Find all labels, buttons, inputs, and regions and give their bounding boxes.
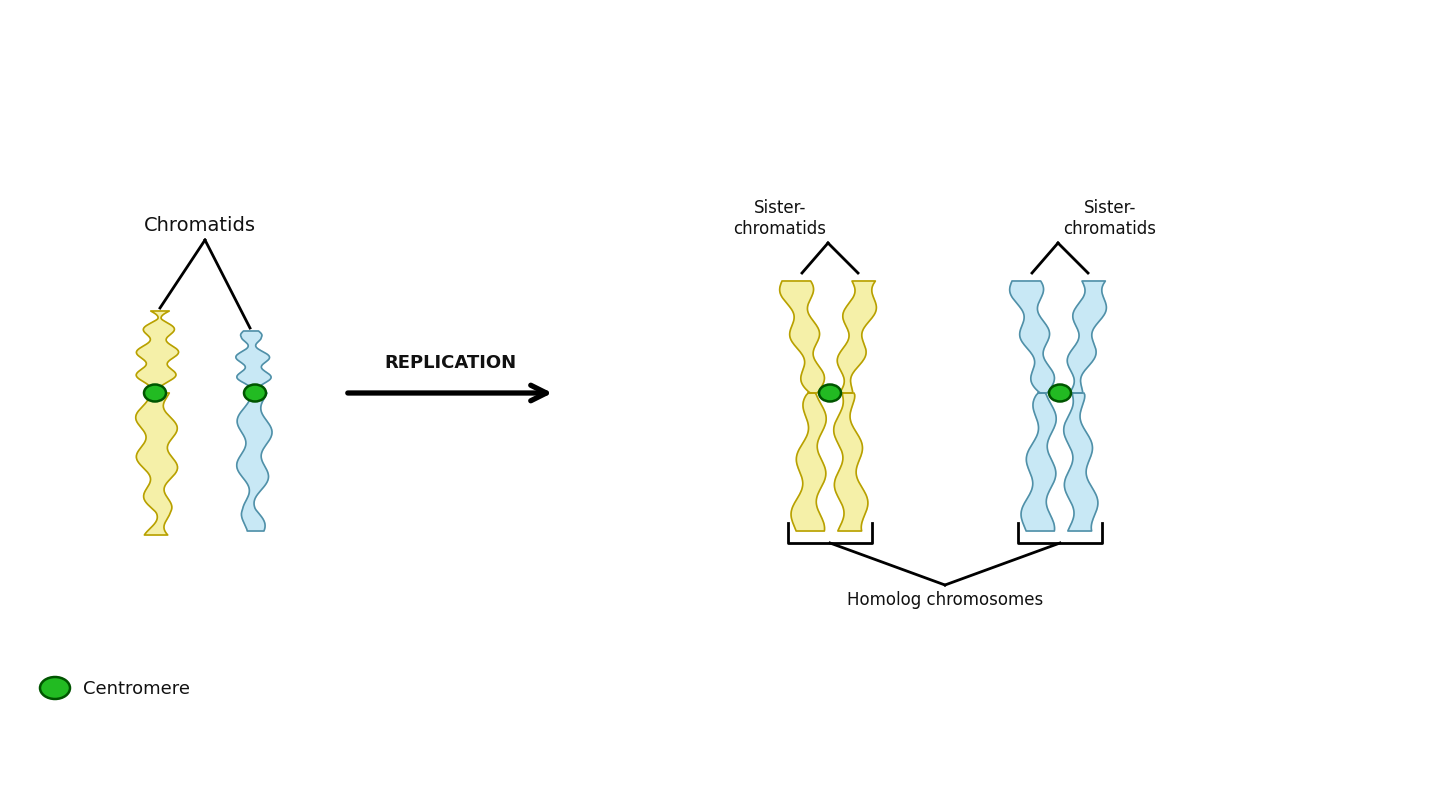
Polygon shape bbox=[834, 393, 868, 532]
Polygon shape bbox=[837, 282, 877, 393]
Polygon shape bbox=[779, 282, 825, 393]
Text: Centromere: Centromere bbox=[84, 679, 190, 697]
Ellipse shape bbox=[819, 385, 841, 402]
Polygon shape bbox=[137, 312, 179, 393]
Polygon shape bbox=[1064, 393, 1097, 532]
Text: Sister-
chromatids: Sister- chromatids bbox=[1064, 199, 1156, 238]
Ellipse shape bbox=[1048, 385, 1071, 402]
Polygon shape bbox=[791, 393, 827, 532]
Text: Homolog chromosomes: Homolog chromosomes bbox=[847, 590, 1043, 608]
Polygon shape bbox=[1021, 393, 1056, 532]
Ellipse shape bbox=[40, 677, 71, 699]
Ellipse shape bbox=[243, 385, 266, 402]
Polygon shape bbox=[135, 393, 177, 536]
Text: Sister-
chromatids: Sister- chromatids bbox=[733, 199, 827, 238]
Polygon shape bbox=[236, 393, 272, 532]
Polygon shape bbox=[1067, 282, 1106, 393]
Text: REPLICATION: REPLICATION bbox=[384, 353, 516, 372]
Ellipse shape bbox=[144, 385, 166, 402]
Text: Chromatids: Chromatids bbox=[144, 216, 256, 234]
Polygon shape bbox=[1009, 282, 1054, 393]
Polygon shape bbox=[236, 332, 271, 393]
